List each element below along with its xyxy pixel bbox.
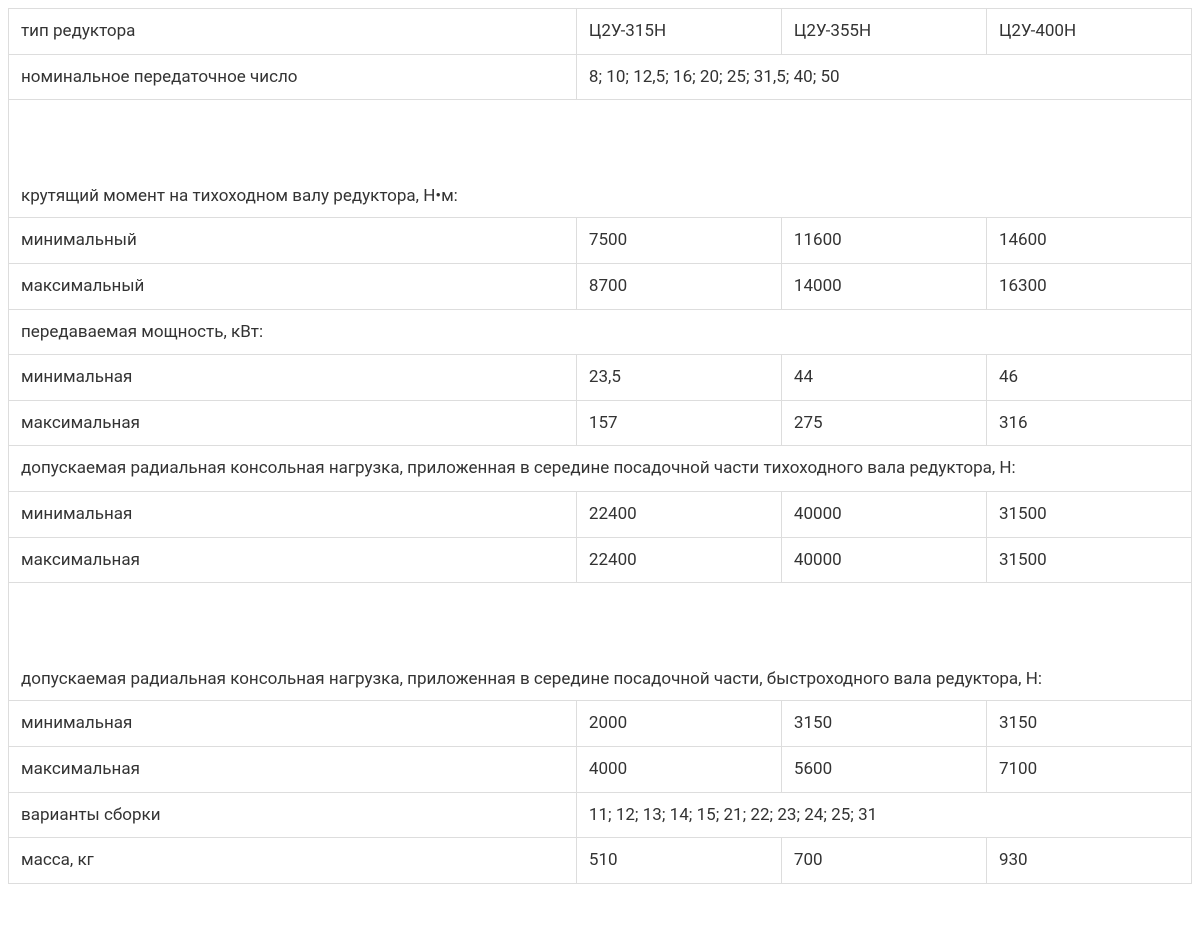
radial-fast-max-row: максимальная 4000 5600 7100 xyxy=(9,747,1192,793)
radial-fast-max-c3: 7100 xyxy=(986,747,1191,793)
power-min-row: минимальная 23,5 44 46 xyxy=(9,355,1192,401)
torque-max-c1: 8700 xyxy=(576,263,781,309)
torque-max-label: максимальный xyxy=(9,263,577,309)
mass-c2: 700 xyxy=(781,838,986,884)
gearbox-spec-table: тип редуктора Ц2У-315Н Ц2У-355Н Ц2У-400Н… xyxy=(8,8,1192,884)
radial-fast-min-c2: 3150 xyxy=(781,701,986,747)
radial-fast-min-row: минимальная 2000 3150 3150 xyxy=(9,701,1192,747)
header-label: тип редуктора xyxy=(9,9,577,55)
gear-ratio-label: номинальное передаточное число xyxy=(9,54,577,100)
radial-slow-max-row: максимальная 22400 40000 31500 xyxy=(9,537,1192,583)
torque-min-row: минимальный 7500 11600 14600 xyxy=(9,218,1192,264)
torque-min-c1: 7500 xyxy=(576,218,781,264)
radial-fast-max-label: максимальная xyxy=(9,747,577,793)
power-min-label: минимальная xyxy=(9,355,577,401)
radial-fast-min-c3: 3150 xyxy=(986,701,1191,747)
torque-max-row: максимальный 8700 14000 16300 xyxy=(9,263,1192,309)
torque-min-label: минимальный xyxy=(9,218,577,264)
assembly-row: варианты сборки 11; 12; 13; 14; 15; 21; … xyxy=(9,792,1192,838)
header-col-3: Ц2У-400Н xyxy=(986,9,1191,55)
header-col-1: Ц2У-315Н xyxy=(576,9,781,55)
radial-fast-min-c1: 2000 xyxy=(576,701,781,747)
power-min-c1: 23,5 xyxy=(576,355,781,401)
radial-fast-header-label: допускаемая радиальная консольная нагруз… xyxy=(9,583,1192,701)
torque-min-c2: 11600 xyxy=(781,218,986,264)
radial-slow-min-c3: 31500 xyxy=(986,492,1191,538)
radial-slow-min-c2: 40000 xyxy=(781,492,986,538)
mass-row: масса, кг 510 700 930 xyxy=(9,838,1192,884)
gear-ratio-values: 8; 10; 12,5; 16; 20; 25; 31,5; 40; 50 xyxy=(576,54,1191,100)
power-max-c3: 316 xyxy=(986,400,1191,446)
radial-slow-max-c2: 40000 xyxy=(781,537,986,583)
radial-fast-min-label: минимальная xyxy=(9,701,577,747)
radial-slow-max-c3: 31500 xyxy=(986,537,1191,583)
radial-slow-header-label: допускаемая радиальная консольная нагруз… xyxy=(9,446,1192,492)
torque-section-header: крутящий момент на тихоходном валу редук… xyxy=(9,100,1192,218)
mass-c3: 930 xyxy=(986,838,1191,884)
torque-max-c3: 16300 xyxy=(986,263,1191,309)
header-col-2: Ц2У-355Н xyxy=(781,9,986,55)
radial-fast-max-c2: 5600 xyxy=(781,747,986,793)
radial-slow-min-label: минимальная xyxy=(9,492,577,538)
power-min-c2: 44 xyxy=(781,355,986,401)
radial-slow-max-c1: 22400 xyxy=(576,537,781,583)
torque-min-c3: 14600 xyxy=(986,218,1191,264)
assembly-values: 11; 12; 13; 14; 15; 21; 22; 23; 24; 25; … xyxy=(576,792,1191,838)
torque-header-label: крутящий момент на тихоходном валу редук… xyxy=(9,100,1192,218)
radial-fast-section-header: допускаемая радиальная консольная нагруз… xyxy=(9,583,1192,701)
table-header-row: тип редуктора Ц2У-315Н Ц2У-355Н Ц2У-400Н xyxy=(9,9,1192,55)
power-section-header: передаваемая мощность, кВт: xyxy=(9,309,1192,355)
mass-c1: 510 xyxy=(576,838,781,884)
gear-ratio-row: номинальное передаточное число 8; 10; 12… xyxy=(9,54,1192,100)
power-max-c2: 275 xyxy=(781,400,986,446)
radial-slow-min-row: минимальная 22400 40000 31500 xyxy=(9,492,1192,538)
power-min-c3: 46 xyxy=(986,355,1191,401)
power-max-c1: 157 xyxy=(576,400,781,446)
power-max-row: максимальная 157 275 316 xyxy=(9,400,1192,446)
radial-slow-max-label: максимальная xyxy=(9,537,577,583)
torque-max-c2: 14000 xyxy=(781,263,986,309)
radial-slow-min-c1: 22400 xyxy=(576,492,781,538)
power-header-label: передаваемая мощность, кВт: xyxy=(9,309,1192,355)
radial-slow-section-header: допускаемая радиальная консольная нагруз… xyxy=(9,446,1192,492)
assembly-label: варианты сборки xyxy=(9,792,577,838)
mass-label: масса, кг xyxy=(9,838,577,884)
power-max-label: максимальная xyxy=(9,400,577,446)
radial-fast-max-c1: 4000 xyxy=(576,747,781,793)
